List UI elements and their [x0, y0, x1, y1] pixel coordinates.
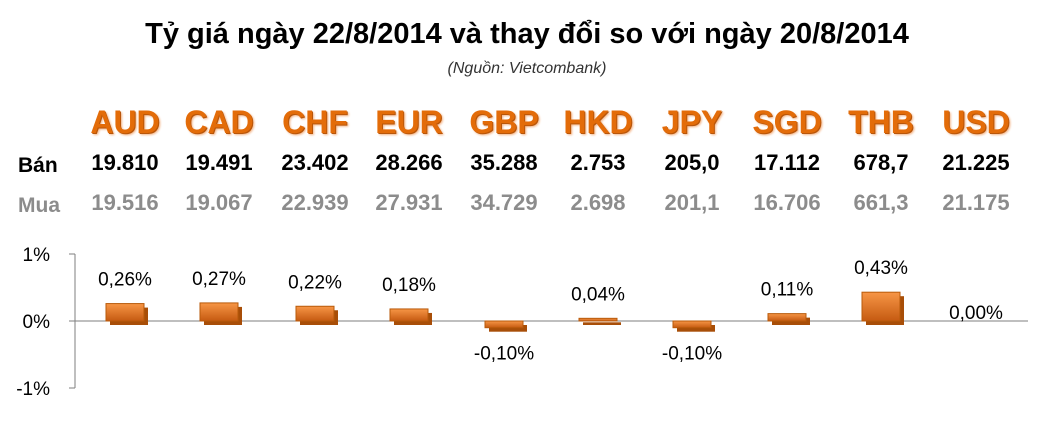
- buy-rate-gbp: 34.729: [470, 190, 538, 215]
- currency-code-gbp: GBP: [469, 104, 539, 140]
- bar-gbp: [484, 320, 524, 329]
- y-tick-label: 0%: [23, 312, 51, 333]
- buy-rate-thb: 661,3: [853, 190, 909, 215]
- buy-row-label: Mua: [18, 194, 60, 217]
- currency-code-jpy: JPY: [661, 104, 723, 140]
- sell-rate-row: Bán 19.810 19.491 23.402 28.266 35.288 2.753 2…: [0, 150, 1054, 186]
- currency-code-sgd: SGD: [752, 104, 822, 140]
- data-label-usd: 0,00%: [949, 303, 1003, 324]
- sell-rate-chf: 23.402: [281, 150, 349, 175]
- buy-rate-eur: 27.931: [375, 190, 443, 215]
- sell-rate-aud: 19.810: [91, 150, 159, 175]
- currency-code-usd: USD: [942, 104, 1010, 140]
- buy-rate-aud: 19.516: [91, 190, 159, 215]
- currency-code-hkd: HKD: [563, 104, 633, 140]
- bar-shadow: [677, 325, 715, 332]
- sell-rate-eur: 28.266: [375, 150, 443, 175]
- sell-rate-gbp: 35.288: [470, 150, 538, 175]
- buy-rate-row: Mua 19.516 19.067 22.939 27.931 34.729 2.698 2…: [0, 190, 1054, 226]
- buy-rate-chf: 22.939: [281, 190, 349, 215]
- sell-row-label: Bán: [18, 154, 58, 177]
- y-tick-label: -1%: [16, 379, 50, 400]
- data-label-thb: 0,43%: [854, 258, 908, 279]
- sell-rate-sgd: 17.112: [753, 150, 821, 175]
- data-label-hkd: 0,04%: [571, 284, 625, 305]
- sell-rate-thb: 678,7: [853, 150, 909, 175]
- currency-code-chf: CHF: [282, 104, 348, 140]
- currency-code-cad: CAD: [184, 104, 254, 140]
- data-label-aud: 0,26%: [98, 270, 152, 291]
- sell-rate-hkd: 2.753: [570, 150, 626, 175]
- bar-shadow: [583, 322, 621, 325]
- data-label-gbp: -0,10%: [474, 344, 534, 365]
- currency-code-eur: EUR: [375, 104, 443, 140]
- bar-cad: [199, 302, 239, 322]
- chart-title: Tỷ giá ngày 22/8/2014 và thay đổi so với…: [145, 18, 909, 50]
- source-note: (Nguồn: Vietcombank): [447, 60, 607, 77]
- data-label-chf: 0,22%: [288, 272, 342, 293]
- buy-rate-usd: 21.175: [942, 190, 1010, 215]
- buy-rate-jpy: 201,1: [664, 190, 720, 215]
- sell-rate-cad: 19.491: [185, 150, 253, 175]
- y-tick-label: 1%: [23, 245, 51, 266]
- bar-chf: [295, 305, 335, 322]
- currency-code-aud: AUD: [90, 104, 160, 140]
- bar-shadow: [489, 325, 527, 332]
- bar-sgd: [767, 313, 807, 322]
- data-label-eur: 0,18%: [382, 275, 436, 296]
- bar-jpy: [672, 320, 712, 329]
- currency-code-thb: THB: [848, 104, 914, 140]
- bar-hkd: [578, 317, 618, 322]
- currency-header-row: AUD CAD CHF EUR GBP HKD JPY SGD THB USD: [0, 104, 1054, 140]
- buy-rate-hkd: 2.698: [570, 190, 626, 215]
- data-label-sgd: 0,11%: [761, 280, 814, 301]
- data-label-jpy: -0,10%: [662, 344, 722, 365]
- buy-rate-cad: 19.067: [185, 190, 253, 215]
- buy-rate-sgd: 16.706: [753, 190, 821, 215]
- sell-rate-jpy: 205,0: [664, 150, 720, 175]
- data-label-cad: 0,27%: [192, 269, 246, 290]
- bar-thb: [861, 291, 901, 322]
- bar-eur: [389, 308, 429, 322]
- sell-rate-usd: 21.225: [942, 150, 1010, 175]
- bar-aud: [105, 303, 145, 322]
